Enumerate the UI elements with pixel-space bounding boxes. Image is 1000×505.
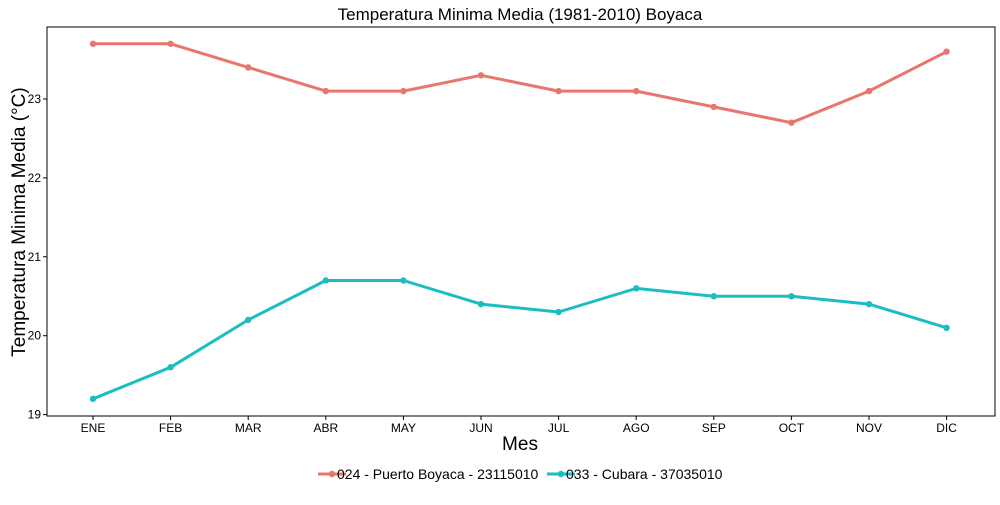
legend: 024 - Puerto Boyaca - 23115010 033 - Cuba… [318,466,723,482]
y-tick-label: 23 [28,92,42,106]
data-point [555,87,562,95]
x-axis-label: Mes [502,434,538,455]
data-point [865,87,873,95]
data-point [788,293,795,300]
y-axis-label: Temperatura Minima Media (°C) [9,87,30,356]
data-point [943,324,950,332]
x-tick-label: MAR [235,421,262,435]
data-point [322,277,329,284]
legend-label: 033 - Cubara - 37035010 [566,466,723,482]
data-point [710,103,717,111]
x-tick-label: MAY [391,421,416,435]
plot-area [46,26,996,417]
data-point [633,285,640,292]
x-tick-label: FEB [159,421,182,435]
legend-label: 024 - Puerto Boyaca - 23115010 [337,466,539,482]
y-tick-label: 19 [28,408,42,422]
y-tick-label: 22 [28,171,42,185]
y-tick-label: 21 [28,250,42,264]
x-tick-label: JUL [548,421,570,435]
data-point [245,316,252,324]
series-line-1 [92,279,948,401]
series-line-0 [93,42,948,125]
data-point [710,293,717,300]
data-point [89,40,97,47]
x-tick-label: ENE [81,421,106,435]
data-point [322,87,329,95]
data-point [865,300,873,308]
x-tick-label: NOV [856,421,882,435]
data-point [400,277,407,284]
x-tick-label: JUN [469,421,492,435]
y-tick-label: 20 [28,329,42,343]
legend-key-point [328,470,336,478]
x-tick-label: DIC [936,421,957,435]
data-point [555,308,562,316]
x-axis: ENE FEB MAR ABR MAY JUN JUL AGO SEP OCT NOV DIC [81,416,957,435]
chart-title: Temperatura Minima Media (1981-2010) Boy… [338,5,703,24]
data-point [89,395,97,403]
data-point [167,40,174,47]
data-point [477,300,485,308]
x-tick-label: SEP [702,421,726,435]
y-axis: 19 20 21 22 23 [28,92,47,422]
data-point [943,48,950,55]
data-point [400,87,407,95]
x-tick-label: AGO [623,421,650,435]
data-point [788,119,795,126]
data-point [167,364,174,371]
data-point [245,64,252,71]
x-tick-label: OCT [779,421,805,435]
x-tick-label: ABR [313,421,338,435]
data-point [477,72,485,79]
legend-key-point [557,470,565,478]
data-point [633,87,640,95]
series-layer [89,40,950,403]
